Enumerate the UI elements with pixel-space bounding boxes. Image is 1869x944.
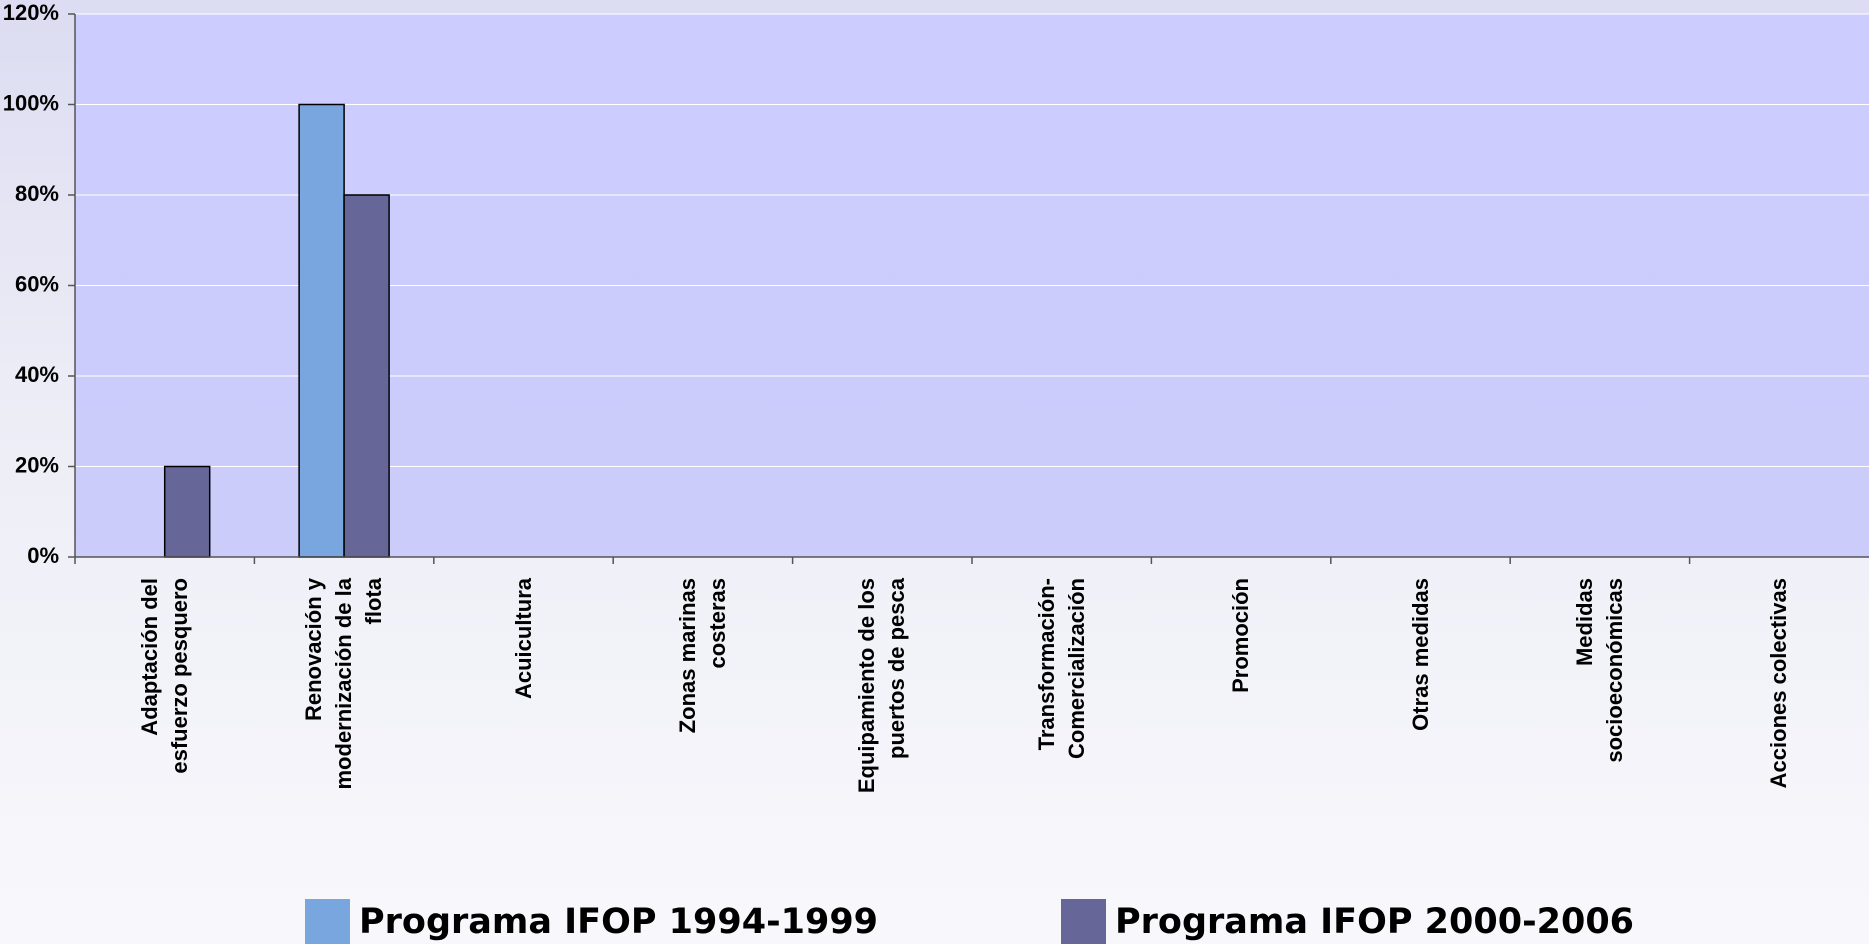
x-tick-label: Equipamiento de los puertos de pesca bbox=[854, 578, 910, 794]
x-tick-label: Acuicultura bbox=[510, 578, 536, 700]
x-tick-label: Zonas marinas costeras bbox=[674, 578, 730, 734]
x-tick-label: Acciones colectivas bbox=[1766, 578, 1792, 789]
x-tick-label: Transformación-Comercialización bbox=[1033, 578, 1089, 759]
x-tick-label: Promoción bbox=[1228, 578, 1254, 693]
y-tick-label: 40% bbox=[15, 362, 59, 387]
y-tick-label: 60% bbox=[15, 271, 59, 296]
legend-label: Programa IFOP 2000-2006 bbox=[1115, 902, 1634, 942]
bar bbox=[163, 465, 211, 558]
x-tick-label: Otras medidas bbox=[1407, 578, 1433, 731]
y-tick-label: 20% bbox=[15, 452, 59, 477]
bar bbox=[298, 103, 345, 558]
y-tick-label: 0% bbox=[27, 543, 59, 568]
y-tick-label: 120% bbox=[3, 0, 59, 25]
bar bbox=[343, 194, 390, 558]
x-tick-label: Renovación y modernización de la flota bbox=[301, 578, 387, 790]
y-tick-label: 100% bbox=[3, 90, 59, 115]
x-tick-label: Adaptación del esfuerzo pesquero bbox=[136, 578, 192, 774]
x-tick-label: Medidas socioeconómicas bbox=[1571, 578, 1627, 763]
legend-swatch bbox=[1061, 899, 1106, 944]
legend-swatch bbox=[305, 899, 350, 944]
legend-label: Programa IFOP 1994-1999 bbox=[359, 902, 878, 942]
y-tick-label: 80% bbox=[15, 181, 59, 206]
